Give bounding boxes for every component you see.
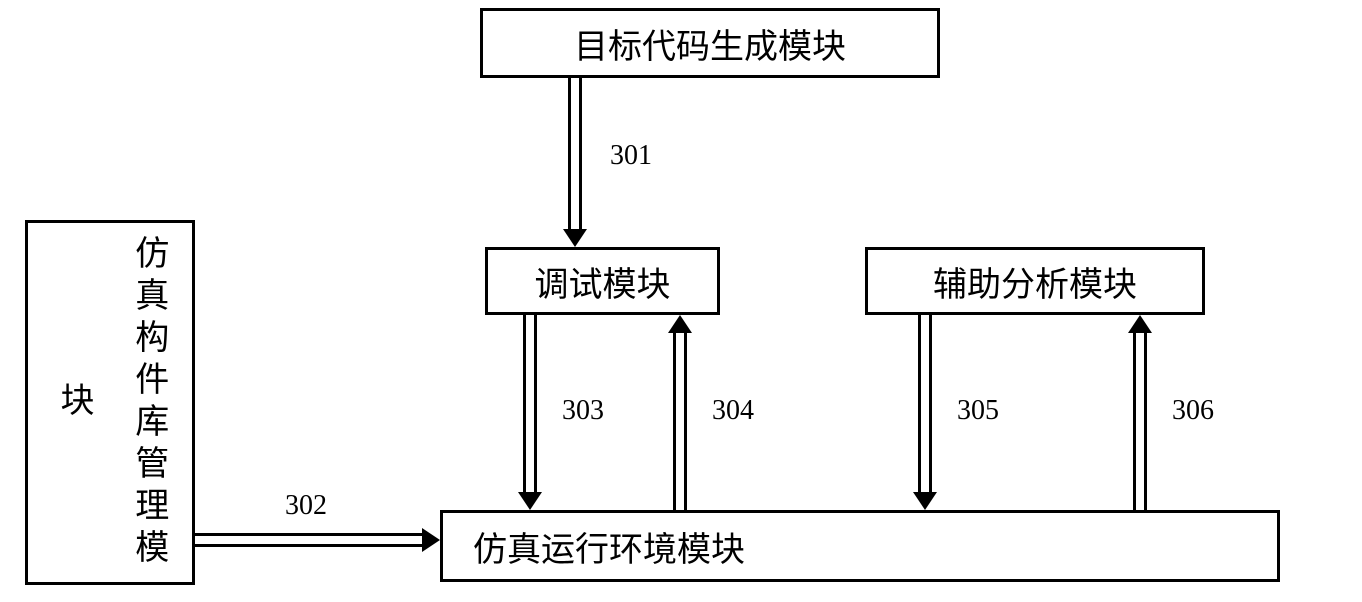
debug-box: 调试模块: [485, 247, 720, 315]
arrow-305-line: [918, 315, 932, 492]
analysis-label: 辅助分析模块: [933, 257, 1137, 306]
target-code-box: 目标代码生成模块: [480, 8, 940, 78]
arrow-302-line: [195, 533, 422, 547]
sim-env-box: 仿真运行环境模块: [440, 510, 1280, 582]
arrow-304-label: 304: [712, 395, 754, 427]
arrow-306-line: [1133, 333, 1147, 510]
sim-lib-box: 仿真构件库管理模块: [25, 220, 195, 585]
arrow-301-line: [568, 78, 582, 229]
arrow-305-head: [913, 492, 937, 510]
arrow-301-label: 301: [610, 140, 652, 172]
arrow-304-head: [668, 315, 692, 333]
sim-lib-label: 仿真构件库管理模块: [35, 223, 185, 582]
arrow-306-label: 306: [1172, 395, 1214, 427]
arrow-303-head: [518, 492, 542, 510]
arrow-305-label: 305: [957, 395, 999, 427]
sim-env-label: 仿真运行环境模块: [473, 522, 745, 571]
arrow-303-line: [523, 315, 537, 492]
arrow-304-line: [673, 333, 687, 510]
analysis-box: 辅助分析模块: [865, 247, 1205, 315]
arrow-302-head: [422, 528, 440, 552]
arrow-302-label: 302: [285, 490, 327, 522]
arrow-303-label: 303: [562, 395, 604, 427]
arrow-301-head: [563, 229, 587, 247]
debug-label: 调试模块: [535, 257, 671, 306]
target-code-label: 目标代码生成模块: [574, 19, 846, 68]
arrow-306-head: [1128, 315, 1152, 333]
